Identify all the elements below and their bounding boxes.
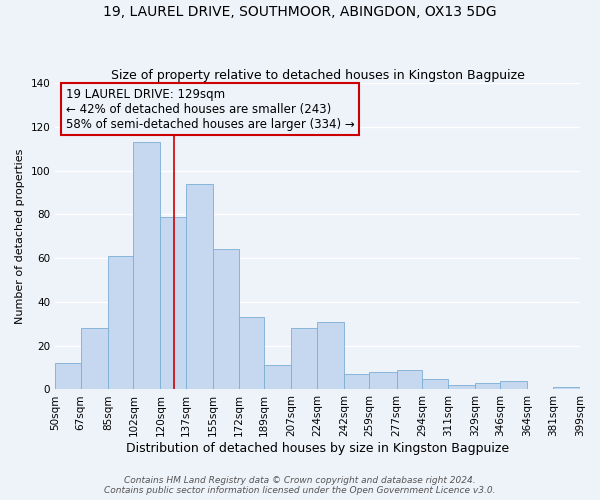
Bar [213,250,239,390]
Bar [344,374,370,390]
Bar [291,328,317,390]
Bar [370,372,397,390]
Bar [133,142,160,390]
Bar [448,385,475,390]
Title: Size of property relative to detached houses in Kingston Bagpuize: Size of property relative to detached ho… [110,69,524,82]
Bar [108,256,133,390]
Bar [475,383,500,390]
Bar [264,366,291,390]
Bar [397,370,422,390]
Bar [553,388,580,390]
Text: 19 LAUREL DRIVE: 129sqm
← 42% of detached houses are smaller (243)
58% of semi-d: 19 LAUREL DRIVE: 129sqm ← 42% of detache… [65,88,355,131]
Bar [422,378,448,390]
Text: 19, LAUREL DRIVE, SOUTHMOOR, ABINGDON, OX13 5DG: 19, LAUREL DRIVE, SOUTHMOOR, ABINGDON, O… [103,5,497,19]
Bar [186,184,213,390]
Bar [81,328,108,390]
Y-axis label: Number of detached properties: Number of detached properties [15,148,25,324]
X-axis label: Distribution of detached houses by size in Kingston Bagpuize: Distribution of detached houses by size … [126,442,509,455]
Text: Contains HM Land Registry data © Crown copyright and database right 2024.
Contai: Contains HM Land Registry data © Crown c… [104,476,496,495]
Bar [317,322,344,390]
Bar [55,363,81,390]
Bar [500,380,527,390]
Bar [160,216,186,390]
Bar [239,318,264,390]
